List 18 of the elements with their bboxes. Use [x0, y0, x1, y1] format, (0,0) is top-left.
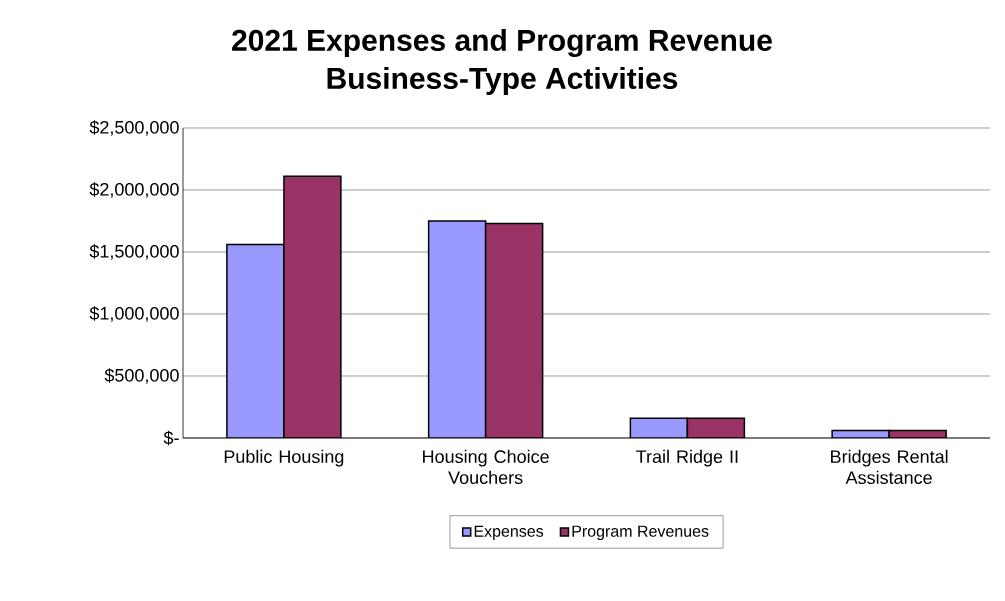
y-tick-label: $500,000	[104, 368, 179, 384]
x-tick-label: Trail Ridge II	[636, 449, 738, 467]
chart-subtitle: Business-Type Activities	[327, 67, 678, 95]
legend-label: Program Revenues	[572, 525, 709, 541]
bar	[427, 220, 487, 438]
x-tick-label: Housing Choice Vouchers	[423, 449, 549, 484]
bar	[226, 243, 285, 438]
chart-title: 2021 Expenses and Program Revenue	[232, 28, 772, 58]
y-tick-label: $1,500,000	[89, 244, 179, 260]
x-tick-label: Bridges Rental Assistance	[831, 449, 948, 484]
x-tick-label: Public Housing	[224, 449, 344, 467]
bar	[484, 222, 544, 438]
legend-label: Expenses	[474, 525, 544, 541]
y-tick-label: $1,000,000	[89, 306, 179, 322]
y-tick-label: $-	[163, 430, 179, 446]
bar	[283, 175, 342, 438]
y-tick-label: $2,500,000	[89, 120, 179, 136]
y-tick-label: $2,000,000	[89, 182, 179, 198]
